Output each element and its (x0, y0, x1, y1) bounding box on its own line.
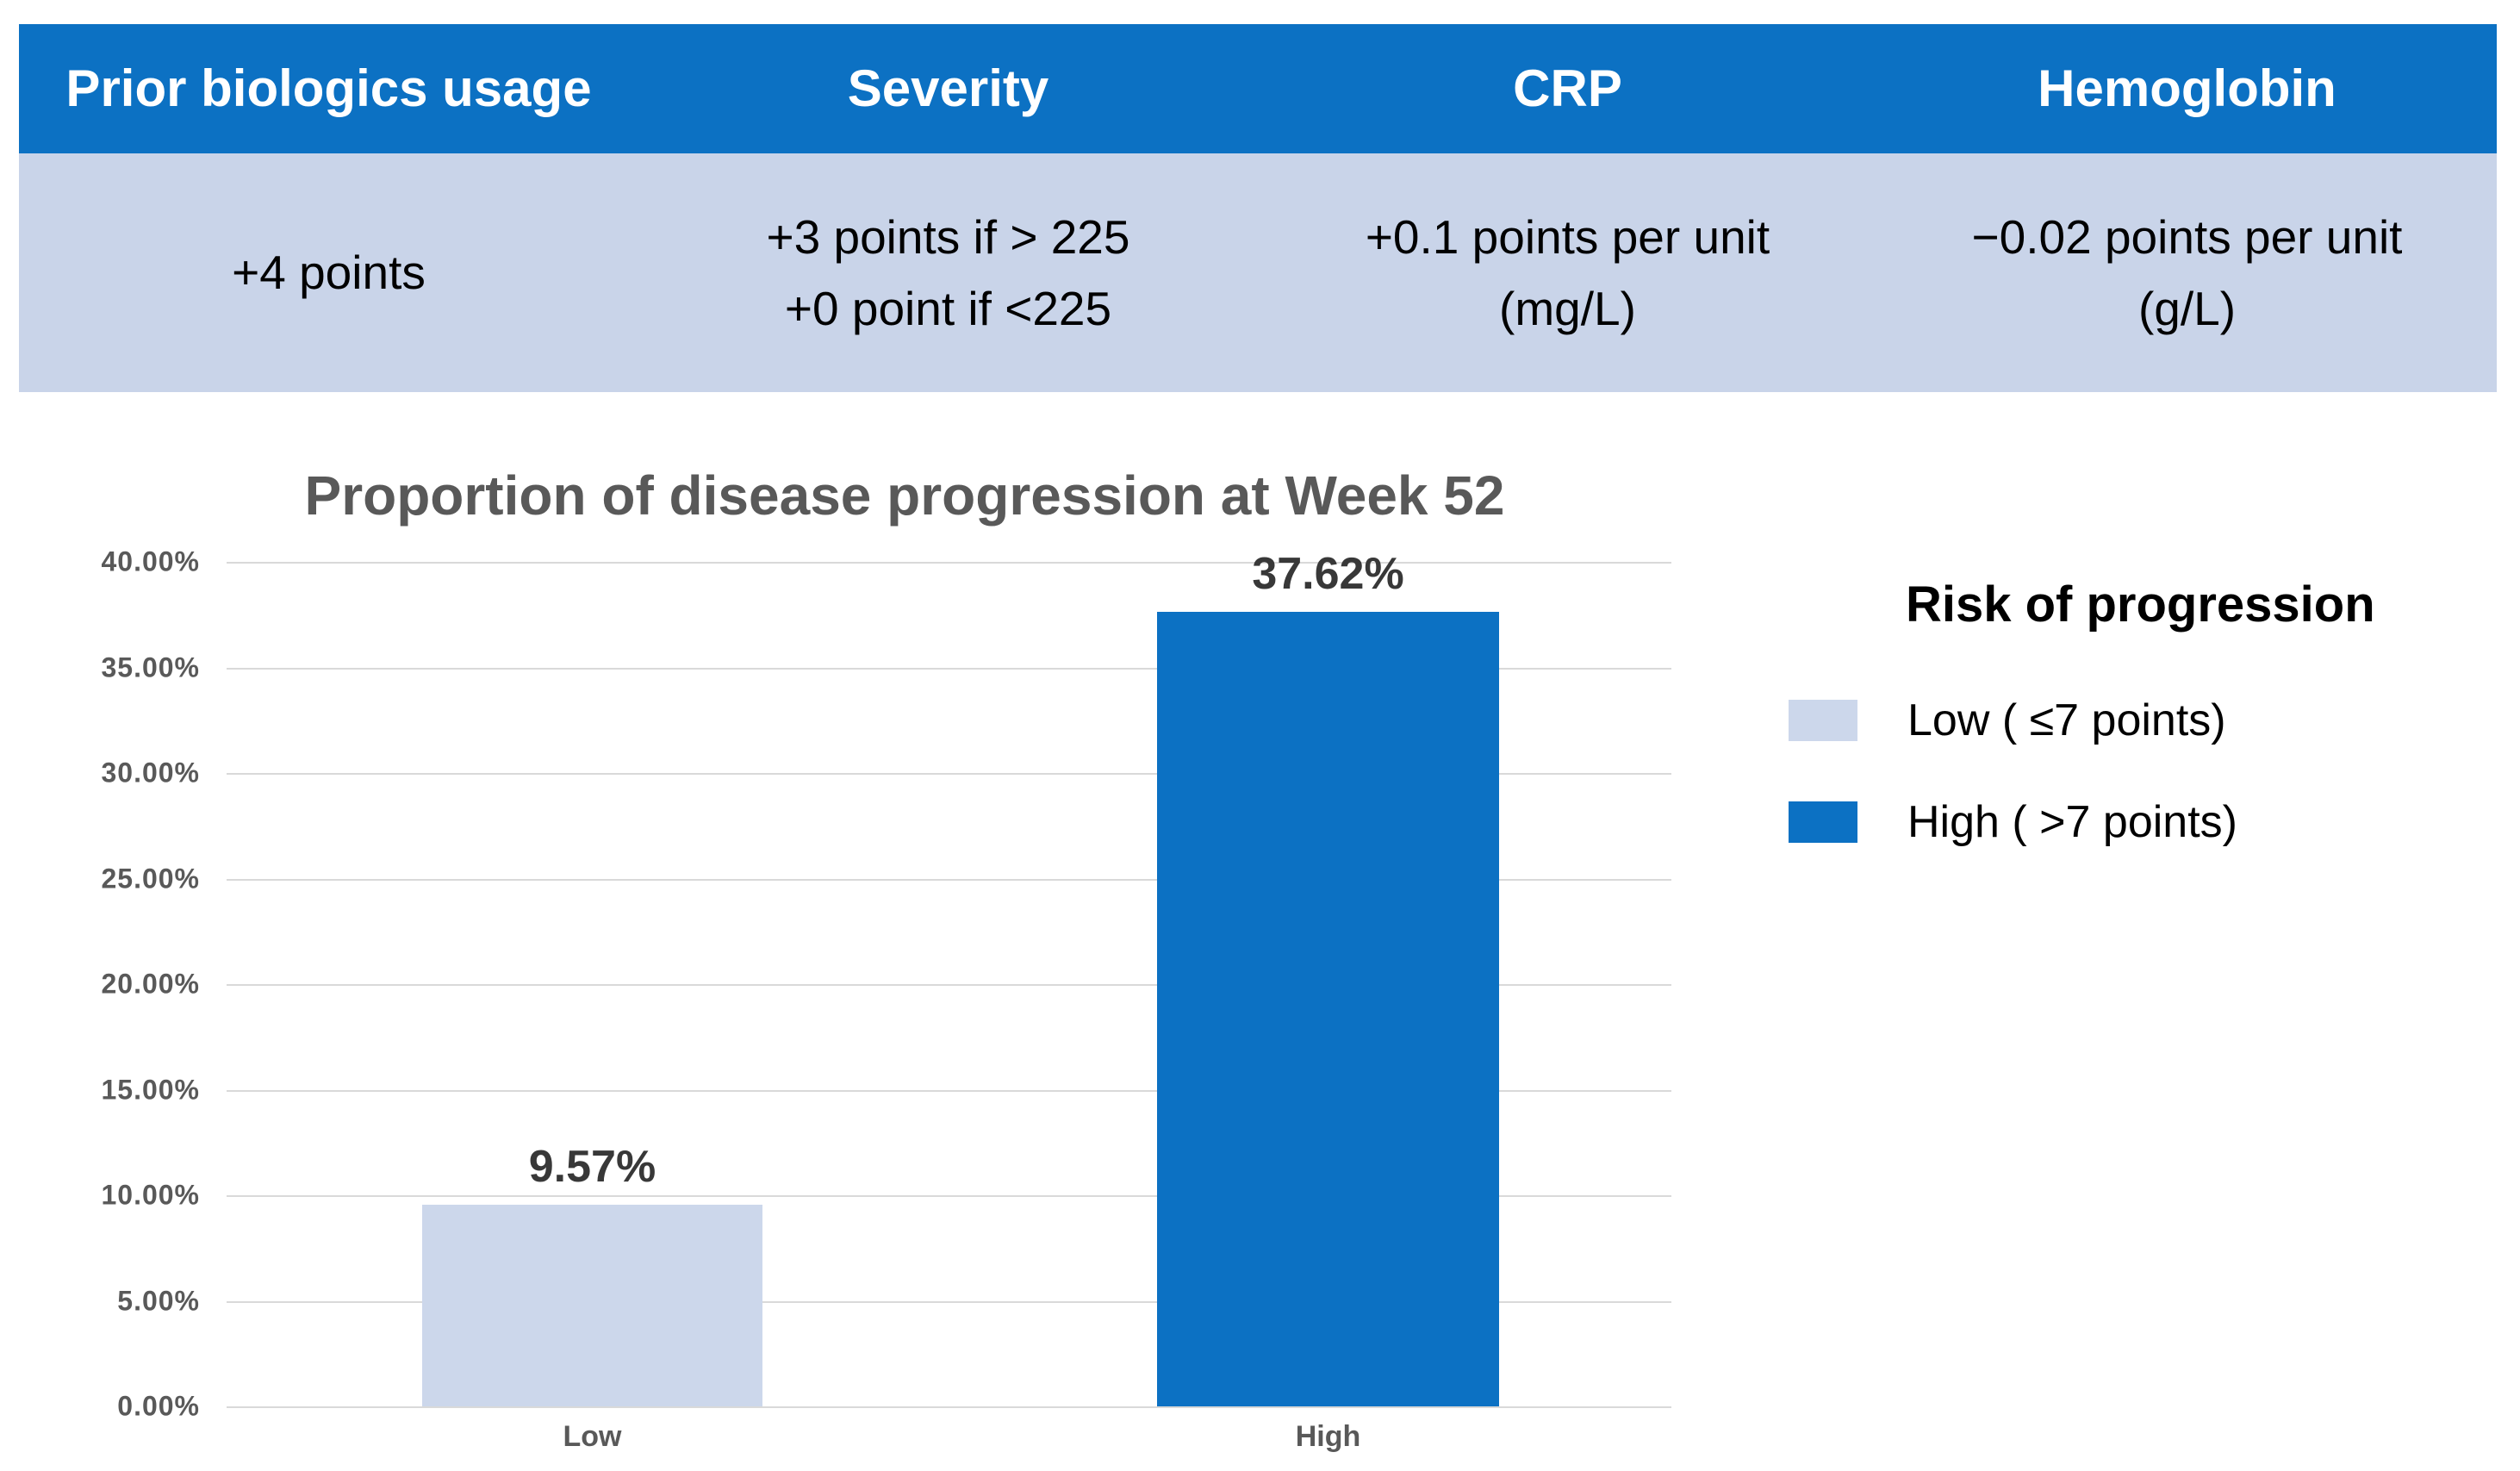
cell-line: +0 point if <225 (784, 281, 1112, 335)
legend-swatch-low (1789, 700, 1857, 741)
ytick-15: 15.00% (101, 1074, 200, 1105)
ytick-40: 40.00% (101, 545, 200, 577)
cell-line: −0.02 points per unit (1971, 210, 2403, 264)
cell-line: (g/L) (2137, 281, 2237, 335)
legend-swatch-high (1789, 801, 1857, 843)
legend-label-high: High ( >7 points) (1907, 796, 2237, 848)
legend-label-qualifier: ( >7 points) (1999, 797, 2237, 847)
gridline (227, 1195, 1671, 1197)
header-prior-biologics: Prior biologics usage (65, 59, 592, 117)
cell-hemoglobin: −0.02 points per unit (g/L) (1877, 202, 2497, 344)
gridline (227, 1089, 1671, 1092)
ytick-0: 0.00% (117, 1390, 200, 1422)
table-body-row: +4 points +3 points if > 225 +0 point if… (19, 153, 2497, 392)
legend-item-low: Low ( ≤7 points) (1789, 695, 2226, 746)
cell-line: +4 points (232, 246, 426, 300)
plot-area: 9.57% 37.62% (227, 549, 1671, 1408)
cell-line: (mg/L) (1499, 281, 1636, 335)
header-crp: CRP (1513, 59, 1622, 117)
cell-prior-biologics: +4 points (19, 237, 638, 309)
legend-label-low: Low ( ≤7 points) (1907, 695, 2226, 746)
ytick-25: 25.00% (101, 863, 200, 894)
gridline (227, 562, 1671, 564)
gridline (227, 878, 1671, 881)
legend-title: Risk of progression (1906, 577, 2375, 633)
ytick-5: 5.00% (117, 1285, 200, 1316)
xtick-high: High (1295, 1420, 1361, 1453)
chart-title: Proportion of disease progression at Wee… (304, 464, 1505, 527)
cell-severity: +3 points if > 225 +0 point if <225 (638, 202, 1258, 344)
scoring-table: Prior biologics usage Severity CRP Hemog… (19, 24, 2497, 392)
ytick-10: 10.00% (101, 1179, 200, 1211)
gridline (227, 773, 1671, 775)
legend-item-high: High ( >7 points) (1789, 796, 2237, 848)
legend-label-text: High (1907, 797, 2000, 847)
bar-low-value-label: 9.57% (528, 1141, 656, 1192)
bar-high-value-label: 37.62% (1252, 549, 1404, 600)
table-header-row: Prior biologics usage Severity CRP Hemog… (19, 24, 2497, 153)
cell-line: +3 points if > 225 (766, 210, 1130, 264)
legend-label-qualifier: ( ≤7 points) (1989, 695, 2226, 745)
header-severity: Severity (847, 59, 1049, 117)
gridline (227, 1406, 1671, 1408)
gridline (227, 667, 1671, 670)
bar-low (422, 1204, 762, 1406)
gridline (227, 984, 1671, 986)
header-hemoglobin: Hemoglobin (2038, 59, 2336, 117)
ytick-20: 20.00% (101, 968, 200, 1000)
legend-label-text: Low (1907, 695, 1990, 745)
ytick-35: 35.00% (101, 651, 200, 683)
cell-crp: +0.1 points per unit (mg/L) (1258, 202, 1877, 344)
gridline (227, 1300, 1671, 1303)
ytick-30: 30.00% (101, 757, 200, 788)
xtick-low: Low (563, 1420, 622, 1453)
cell-line: +0.1 points per unit (1365, 210, 1770, 264)
bar-high (1157, 612, 1499, 1406)
